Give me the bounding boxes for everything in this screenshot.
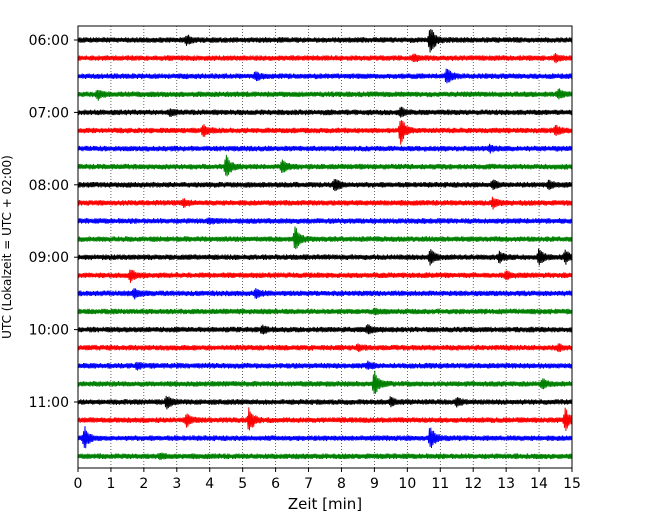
x-tick-label: 2 xyxy=(139,476,148,492)
y-tick-label: 06:00 xyxy=(29,33,69,49)
y-axis-label: UTC (Lokalzeit = UTC + 02:00) xyxy=(0,155,14,339)
x-tick-label: 13 xyxy=(497,476,515,492)
trace-line xyxy=(77,120,572,145)
x-axis-label: Zeit [min] xyxy=(288,495,362,513)
x-tick-label: 9 xyxy=(370,476,379,492)
y-tick-label: 09:00 xyxy=(29,250,69,266)
x-tick-label: 12 xyxy=(464,476,482,492)
trace-line xyxy=(77,370,572,394)
trace-line xyxy=(77,226,572,250)
x-tick-label: 0 xyxy=(74,476,83,492)
x-tick-label: 15 xyxy=(563,476,581,492)
x-tick-label: 4 xyxy=(205,476,214,492)
x-tick-label: 8 xyxy=(337,476,346,492)
x-tick-label: 7 xyxy=(304,476,313,492)
x-tick-label: 11 xyxy=(431,476,449,492)
x-tick-label: 6 xyxy=(271,476,280,492)
y-tick-label: 10:00 xyxy=(29,323,69,339)
y-tick-label: 08:00 xyxy=(29,178,69,194)
x-tick-label: 5 xyxy=(238,476,247,492)
seismic-traces xyxy=(77,29,572,460)
plot-frame xyxy=(77,25,573,469)
x-tick-label: 3 xyxy=(172,476,181,492)
x-tick-label: 10 xyxy=(398,476,416,492)
x-tick-label: 14 xyxy=(530,476,548,492)
y-tick-label: 11:00 xyxy=(29,395,69,411)
y-axis-ticks: 06:00 07:00 08:00 09:00 10:00 11:00 xyxy=(29,33,78,411)
x-axis-ticks: 0 1 2 3 4 5 6 7 8 9 10 11 12 13 14 15 xyxy=(74,468,581,492)
y-tick-label: 07:00 xyxy=(29,105,69,121)
x-tick-label: 1 xyxy=(106,476,115,492)
